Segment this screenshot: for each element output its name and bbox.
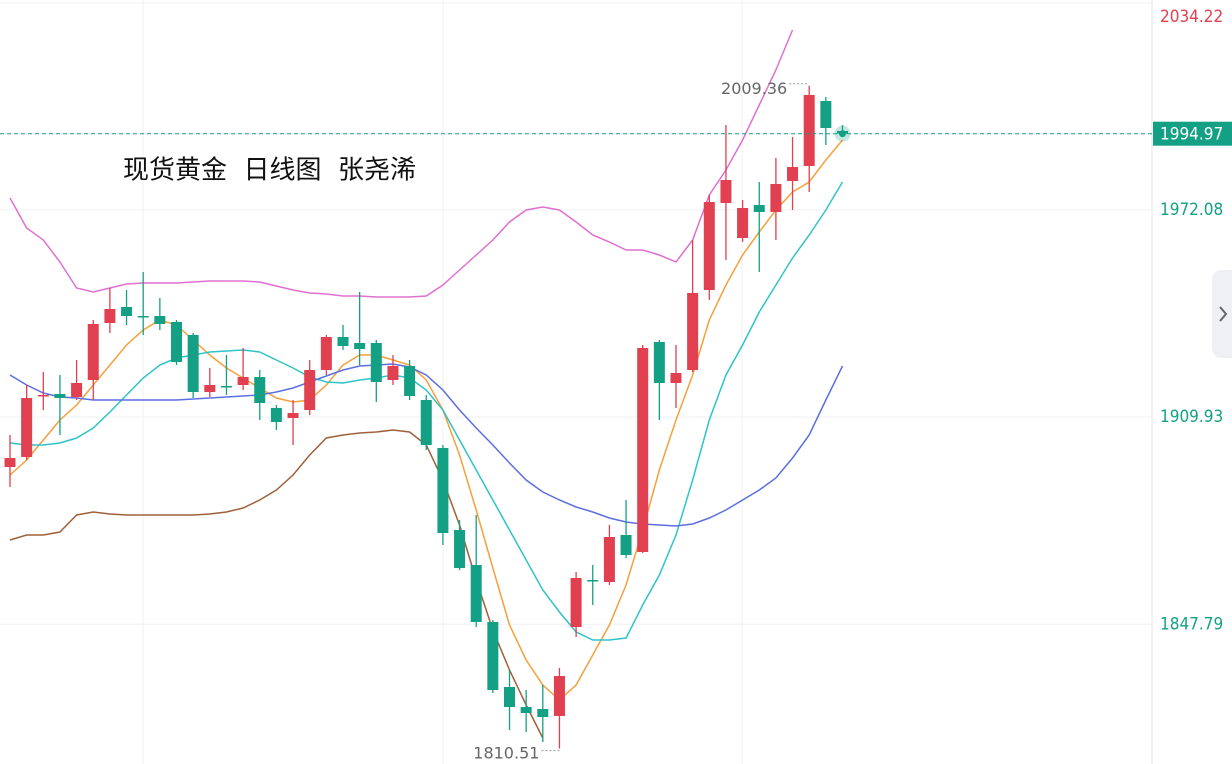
candle-body <box>121 307 133 316</box>
candle-body <box>787 167 799 181</box>
candle-body <box>370 343 382 382</box>
candle-body <box>171 322 182 362</box>
indicator-line <box>9 429 544 739</box>
candle-body <box>137 316 149 318</box>
candle-body <box>603 537 615 582</box>
candle-body <box>54 394 66 398</box>
candle-body <box>204 385 216 392</box>
indicator-line <box>9 363 844 527</box>
overlay: 2009.36 1810.51 1994.97 <box>0 79 1232 763</box>
y-tick-label: 1909.93 <box>1160 407 1223 427</box>
candle-body <box>454 530 466 568</box>
low-label: 1810.51 <box>473 744 539 763</box>
candle-body <box>420 400 432 445</box>
toggle-arrow <box>1219 306 1228 322</box>
candle-body <box>820 101 832 128</box>
indicator-lines <box>9 29 844 739</box>
y-tick-label: 1847.79 <box>1160 614 1223 634</box>
candle-body <box>37 395 49 397</box>
candle-body <box>4 458 16 467</box>
candle-body <box>187 335 199 392</box>
candles <box>4 85 848 749</box>
y-tick-label: 2034.22 <box>1160 7 1223 27</box>
candle-body <box>87 324 99 380</box>
candle-body <box>653 342 665 383</box>
candle-body <box>637 348 649 552</box>
candle-body <box>304 370 316 410</box>
candle-body <box>687 293 699 370</box>
candle-body <box>504 687 515 707</box>
vertical-grid <box>142 0 743 764</box>
candle-body <box>320 337 332 370</box>
candle-body <box>620 535 632 555</box>
candle-body <box>470 565 482 622</box>
chart-title: 现货黄金 日线图 张尧浠 <box>123 156 416 186</box>
candle-body <box>337 337 349 346</box>
candle-body <box>354 343 366 349</box>
candle-body <box>770 184 782 212</box>
candle-body <box>570 578 582 627</box>
candle-body <box>803 95 815 166</box>
candle-body <box>21 398 33 457</box>
candle-body <box>404 366 416 396</box>
candle-body <box>220 386 232 388</box>
candle-body <box>670 373 682 383</box>
candle-body <box>254 377 266 403</box>
candle-body <box>487 622 499 690</box>
candle-body <box>703 202 715 290</box>
candle-body <box>587 580 599 582</box>
candle-body <box>154 316 166 324</box>
indicator-line <box>9 29 794 298</box>
candle-body <box>737 208 749 238</box>
last-price-badge <box>1153 121 1232 146</box>
last-price-label: 1994.97 <box>1160 125 1223 145</box>
candle-body <box>720 180 732 203</box>
candle-body <box>71 383 83 397</box>
candle-body <box>753 205 765 212</box>
candle-body <box>237 377 249 385</box>
y-tick-label: 1972.08 <box>1160 200 1223 220</box>
candle-body <box>104 309 116 323</box>
candle-body <box>387 366 399 380</box>
candle-body <box>537 709 549 717</box>
indicator-line <box>9 139 844 702</box>
candle-body <box>287 413 299 418</box>
last-price-dot <box>839 130 846 138</box>
candle-body <box>520 707 532 713</box>
indicator-line <box>9 181 844 641</box>
side-panel-toggle[interactable] <box>1212 270 1232 358</box>
candle-body <box>437 448 449 533</box>
candle-body <box>553 676 565 716</box>
candle-body <box>270 408 282 422</box>
high-label: 2009.36 <box>721 79 787 98</box>
